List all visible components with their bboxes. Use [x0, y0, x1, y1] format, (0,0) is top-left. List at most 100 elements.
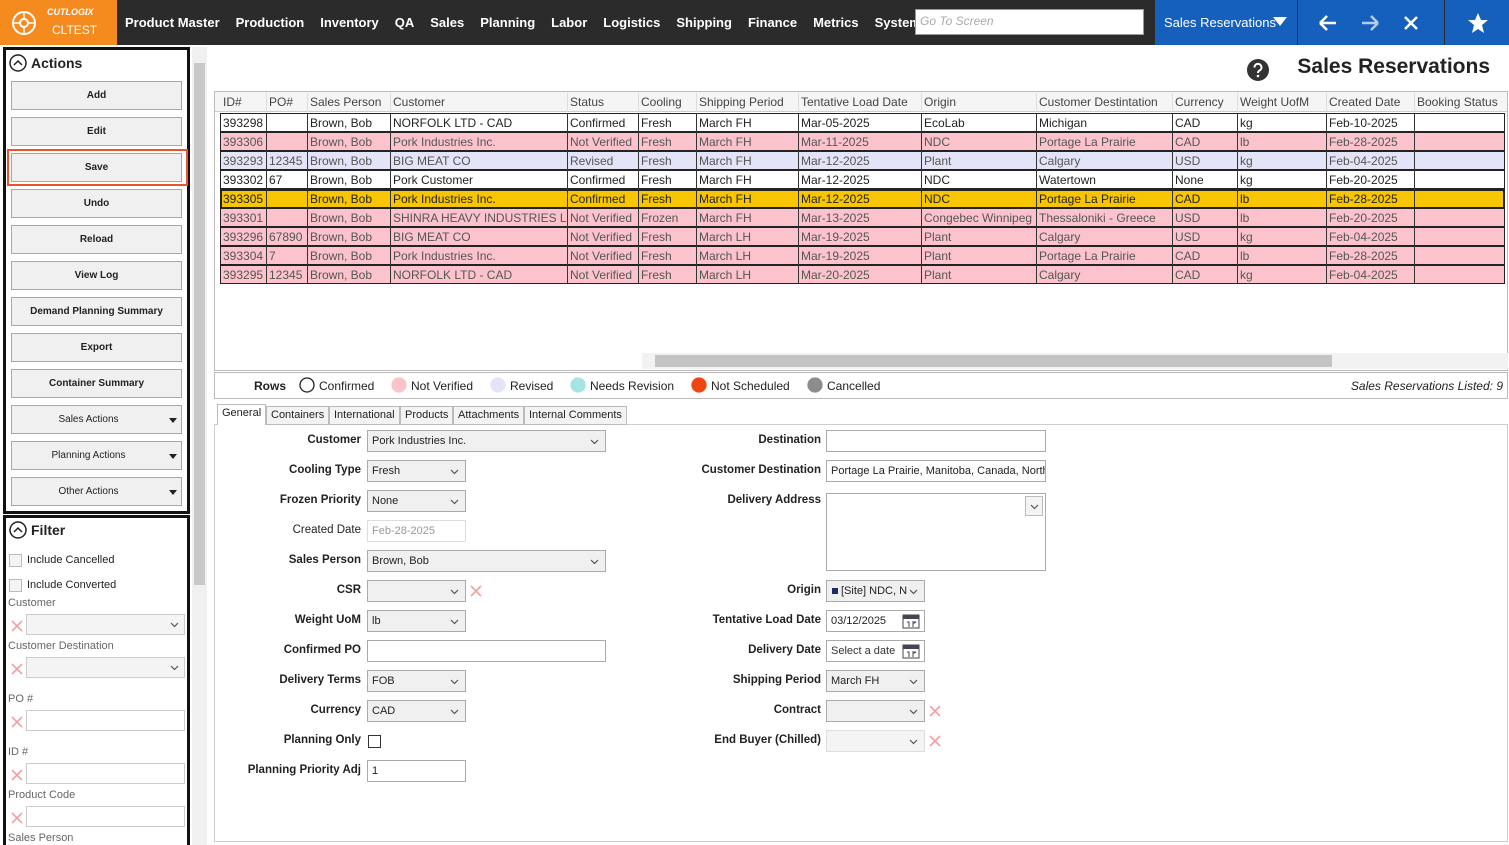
nav-icons[interactable]: [1298, 0, 1509, 45]
calendar-icon[interactable]: [902, 613, 920, 629]
filter-input[interactable]: [26, 657, 185, 678]
clear-icon[interactable]: [10, 811, 24, 825]
logo[interactable]: CUTLOGIX CLTEST: [0, 0, 117, 45]
column-header[interactable]: Sales Person: [310, 95, 381, 109]
clear-icon[interactable]: [928, 704, 942, 718]
action-menu[interactable]: Other Actions: [11, 477, 182, 506]
screen-selector[interactable]: Sales Reservations: [1155, 0, 1297, 45]
nav-item[interactable]: QA: [387, 15, 423, 30]
field-input[interactable]: Fresh: [367, 460, 466, 482]
tab[interactable]: Products: [400, 406, 453, 425]
column-header[interactable]: Booking Status: [1417, 95, 1498, 109]
calendar-icon[interactable]: [902, 643, 920, 659]
clear-icon[interactable]: [10, 619, 24, 633]
cell-divider: [1036, 189, 1037, 208]
tab[interactable]: Internal Comments: [524, 406, 627, 425]
h-scrollbar[interactable]: [642, 353, 1508, 369]
action-menu[interactable]: Sales Actions: [11, 405, 182, 434]
field-value: 1: [372, 764, 378, 778]
column-header[interactable]: Weight UofM: [1240, 95, 1309, 109]
action-button[interactable]: Container Summary: [11, 369, 182, 398]
column-header[interactable]: Tentative Load Date: [801, 95, 908, 109]
action-button[interactable]: Export: [11, 333, 182, 362]
nav-item[interactable]: Shipping: [668, 15, 740, 30]
checkbox[interactable]: [368, 735, 381, 748]
tab[interactable]: Containers: [266, 406, 329, 425]
action-button[interactable]: Reload: [11, 225, 182, 254]
field-input[interactable]: lb: [367, 610, 466, 632]
field-input[interactable]: None: [367, 490, 466, 512]
column-header[interactable]: Cooling: [641, 95, 682, 109]
nav-item[interactable]: Production: [228, 15, 313, 30]
dropdown-button[interactable]: [1025, 496, 1043, 516]
clear-icon[interactable]: [10, 662, 24, 676]
clear-icon[interactable]: [469, 584, 483, 598]
clear-icon[interactable]: [10, 715, 24, 729]
field-input[interactable]: [Site] NDC, N: [826, 580, 925, 602]
collapse-icon[interactable]: [9, 521, 27, 539]
column-header[interactable]: ID#: [223, 95, 242, 109]
search-box[interactable]: Go To Screen: [915, 9, 1144, 35]
filter-input[interactable]: [26, 763, 185, 784]
collapse-icon[interactable]: [9, 54, 27, 72]
field-input[interactable]: Select a date: [826, 640, 925, 662]
column-header[interactable]: Currency: [1175, 95, 1224, 109]
column-header[interactable]: Customer: [393, 95, 445, 109]
checkbox[interactable]: [9, 554, 22, 567]
column-header[interactable]: Created Date: [1329, 95, 1400, 109]
clear-icon[interactable]: [10, 768, 24, 782]
filter-input[interactable]: [26, 710, 185, 731]
nav-item[interactable]: Planning: [472, 15, 543, 30]
field-input[interactable]: CAD: [367, 700, 466, 722]
action-button[interactable]: Save: [11, 153, 182, 182]
field-input[interactable]: [367, 640, 606, 662]
nav-item[interactable]: Product Master: [117, 15, 228, 30]
filter-input[interactable]: [26, 614, 185, 635]
action-button[interactable]: View Log: [11, 261, 182, 290]
field-input[interactable]: 1: [367, 760, 466, 782]
scroll-thumb[interactable]: [655, 355, 1332, 367]
field-input[interactable]: FOB: [367, 670, 466, 692]
clear-icon[interactable]: [928, 734, 942, 748]
field-input[interactable]: Brown, Bob: [367, 550, 606, 572]
field-input[interactable]: [826, 493, 1046, 571]
help-icon[interactable]: [1246, 58, 1270, 82]
column-header[interactable]: Customer Destintation: [1039, 95, 1158, 109]
column-header[interactable]: PO#: [269, 95, 293, 109]
column-header[interactable]: Status: [570, 95, 604, 109]
field-input[interactable]: [367, 580, 466, 602]
nav-item[interactable]: Labor: [543, 15, 595, 30]
table-cell: Not Verified: [570, 230, 637, 244]
field-input[interactable]: Feb-28-2025: [367, 520, 466, 542]
nav-item[interactable]: Inventory: [312, 15, 387, 30]
nav-item[interactable]: Sales: [422, 15, 472, 30]
nav-item[interactable]: Finance: [740, 15, 805, 30]
tab[interactable]: International: [329, 406, 400, 425]
tab[interactable]: General: [217, 404, 266, 425]
tab[interactable]: Attachments: [453, 406, 524, 425]
scroll-thumb[interactable]: [194, 63, 205, 585]
checkbox[interactable]: [9, 579, 22, 592]
action-button[interactable]: Add: [11, 81, 182, 110]
action-menu[interactable]: Planning Actions: [11, 441, 182, 470]
field-input[interactable]: Pork Industries Inc.: [367, 430, 606, 452]
column-header[interactable]: Origin: [924, 95, 956, 109]
nav-item[interactable]: Metrics: [805, 15, 867, 30]
column-header[interactable]: Shipping Period: [699, 95, 784, 109]
cell-divider: [307, 170, 308, 189]
action-button[interactable]: Undo: [11, 189, 182, 218]
left-scrollbar[interactable]: [192, 47, 207, 845]
filter-input[interactable]: [26, 806, 185, 827]
filter-label: Customer Destination: [8, 640, 114, 652]
action-button[interactable]: Edit: [11, 117, 182, 146]
field-input[interactable]: Portage La Prairie, Manitoba, Canada, No…: [826, 460, 1046, 482]
field-input[interactable]: 03/12/2025: [826, 610, 925, 632]
nav-item[interactable]: Logistics: [595, 15, 668, 30]
field-input[interactable]: [826, 700, 925, 722]
field-input[interactable]: [826, 730, 925, 752]
field-input[interactable]: March FH: [826, 670, 925, 692]
table-cell: March FH: [699, 192, 797, 206]
action-button[interactable]: Demand Planning Summary: [11, 297, 182, 326]
cell-divider: [1414, 189, 1415, 208]
field-input[interactable]: [826, 430, 1046, 452]
